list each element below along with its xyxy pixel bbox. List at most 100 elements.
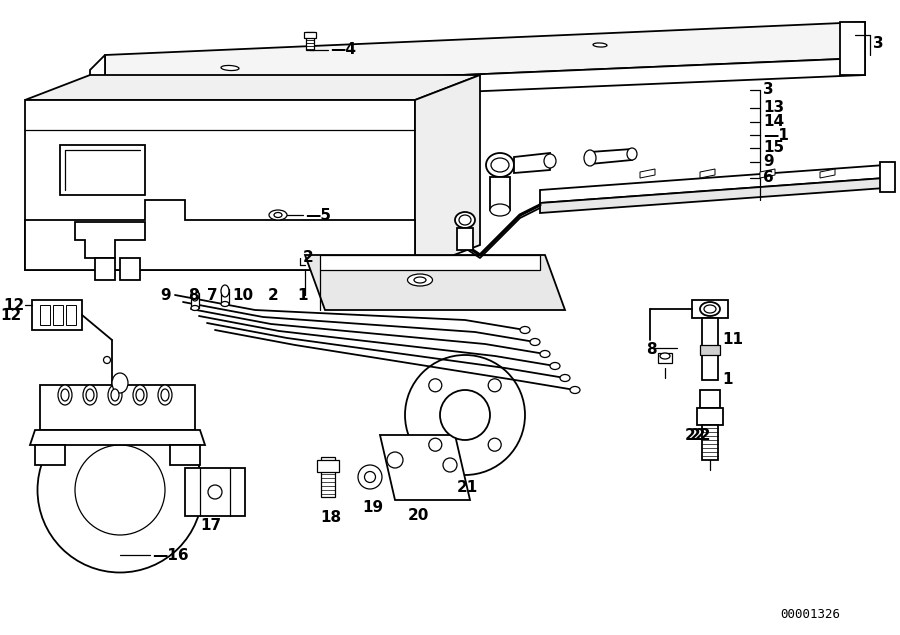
Ellipse shape [358,465,382,489]
Polygon shape [170,445,200,465]
Polygon shape [75,222,145,258]
Ellipse shape [269,210,287,220]
Bar [700,345,720,355]
Polygon shape [185,468,245,516]
Text: 12: 12 [4,298,25,312]
Ellipse shape [405,355,525,475]
Polygon shape [60,145,145,195]
Ellipse shape [660,353,670,359]
Text: 00001326: 00001326 [780,608,840,622]
Ellipse shape [191,305,199,311]
Polygon shape [702,425,718,460]
Polygon shape [90,55,105,120]
Text: 20: 20 [408,507,429,523]
Polygon shape [320,255,540,270]
Ellipse shape [540,351,550,358]
Ellipse shape [136,389,144,401]
Polygon shape [640,169,655,178]
Bar [306,32,314,50]
Polygon shape [840,22,865,75]
Ellipse shape [520,326,530,333]
Polygon shape [120,258,140,280]
Text: 18: 18 [320,509,341,525]
Polygon shape [40,385,195,430]
Text: 6: 6 [763,171,774,185]
Text: 11: 11 [722,333,743,347]
Bar [221,289,229,304]
Ellipse shape [428,438,442,451]
Ellipse shape [58,385,72,405]
Ellipse shape [414,277,426,283]
Text: 9: 9 [763,154,774,170]
Text: 8: 8 [646,342,657,358]
Ellipse shape [133,385,147,405]
Polygon shape [53,305,63,325]
Polygon shape [105,22,865,90]
Ellipse shape [584,150,596,166]
Ellipse shape [550,363,560,370]
Polygon shape [697,408,723,425]
Polygon shape [35,445,65,465]
Ellipse shape [161,389,169,401]
Bar [304,32,316,38]
Polygon shape [105,58,865,107]
Polygon shape [700,169,715,178]
Ellipse shape [440,390,490,440]
Ellipse shape [488,379,501,392]
Ellipse shape [488,438,501,451]
Polygon shape [30,430,205,445]
Text: 13: 13 [763,100,784,116]
Bar [191,293,199,308]
Ellipse shape [443,458,457,472]
Polygon shape [32,300,82,330]
Polygon shape [490,177,510,210]
Text: 12: 12 [1,307,22,323]
Ellipse shape [544,154,556,168]
Ellipse shape [221,302,229,307]
Ellipse shape [486,153,514,177]
Polygon shape [95,258,115,280]
Ellipse shape [387,452,403,468]
Polygon shape [880,162,895,192]
Ellipse shape [364,472,375,483]
Ellipse shape [428,379,442,392]
Text: 22: 22 [685,427,706,443]
Text: 1: 1 [722,373,733,387]
Ellipse shape [704,305,716,313]
Ellipse shape [560,375,570,382]
Text: 2: 2 [303,250,314,265]
Text: 14: 14 [763,114,784,130]
Text: 9: 9 [160,288,171,302]
Polygon shape [66,305,76,325]
Ellipse shape [459,215,471,225]
Polygon shape [25,100,415,270]
Text: 10: 10 [232,288,253,302]
Ellipse shape [221,285,229,297]
Bar [658,353,672,363]
Polygon shape [590,149,632,164]
Text: 8: 8 [188,288,199,302]
Text: —1: —1 [763,128,789,142]
Text: 7: 7 [207,288,218,302]
Ellipse shape [490,204,510,216]
Ellipse shape [111,389,119,401]
Ellipse shape [158,385,172,405]
Polygon shape [540,165,885,203]
Ellipse shape [108,385,122,405]
Bar [317,460,339,472]
Polygon shape [457,228,473,250]
Ellipse shape [455,212,475,228]
Text: 1: 1 [297,288,308,302]
Text: —16: —16 [152,547,189,563]
Polygon shape [540,178,885,213]
Polygon shape [820,169,835,178]
Text: 21: 21 [457,479,478,495]
Ellipse shape [530,338,540,345]
Ellipse shape [593,43,607,47]
Text: —4: —4 [330,43,356,58]
Polygon shape [305,255,565,310]
Text: 19: 19 [362,500,383,514]
Ellipse shape [104,356,111,363]
Polygon shape [25,75,480,100]
Ellipse shape [191,289,199,301]
